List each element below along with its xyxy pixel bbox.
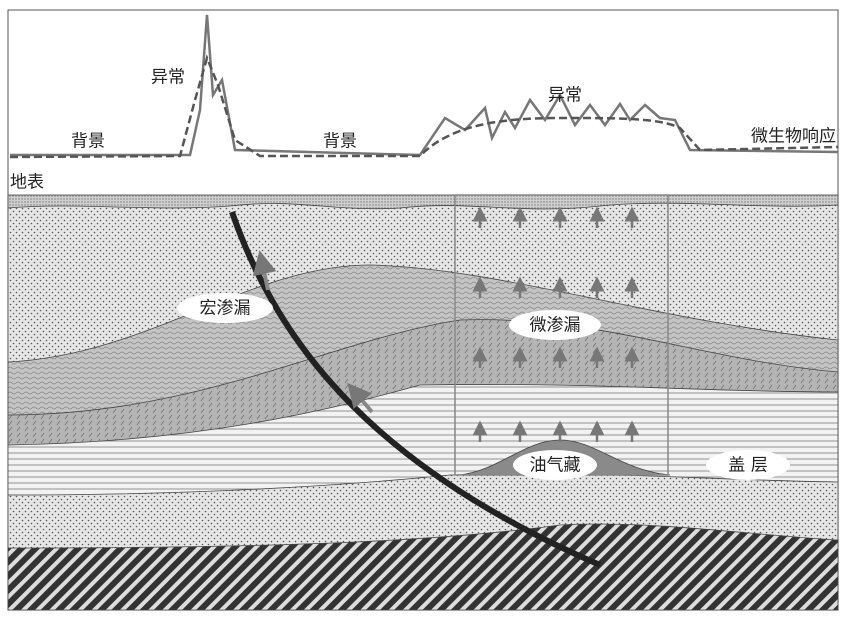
response-dashed [10, 58, 838, 157]
layers [8, 195, 838, 610]
label: 异常 [548, 86, 582, 106]
response-solid [10, 15, 838, 155]
label: 微生物响应 [751, 127, 836, 147]
label: 宏渗漏 [200, 299, 251, 319]
label: 背景 [71, 132, 105, 152]
label: 盖 层 [728, 456, 767, 476]
diagram: 背景 异常 背景 异常 微生物响应 地表 宏渗漏 微渗漏 油气藏 盖 层 [0, 0, 843, 617]
label: 异常 [151, 68, 185, 88]
label: 地表 [10, 173, 44, 193]
label: 油气藏 [530, 456, 581, 476]
label: 背景 [323, 132, 357, 152]
label: 微渗漏 [530, 316, 581, 336]
